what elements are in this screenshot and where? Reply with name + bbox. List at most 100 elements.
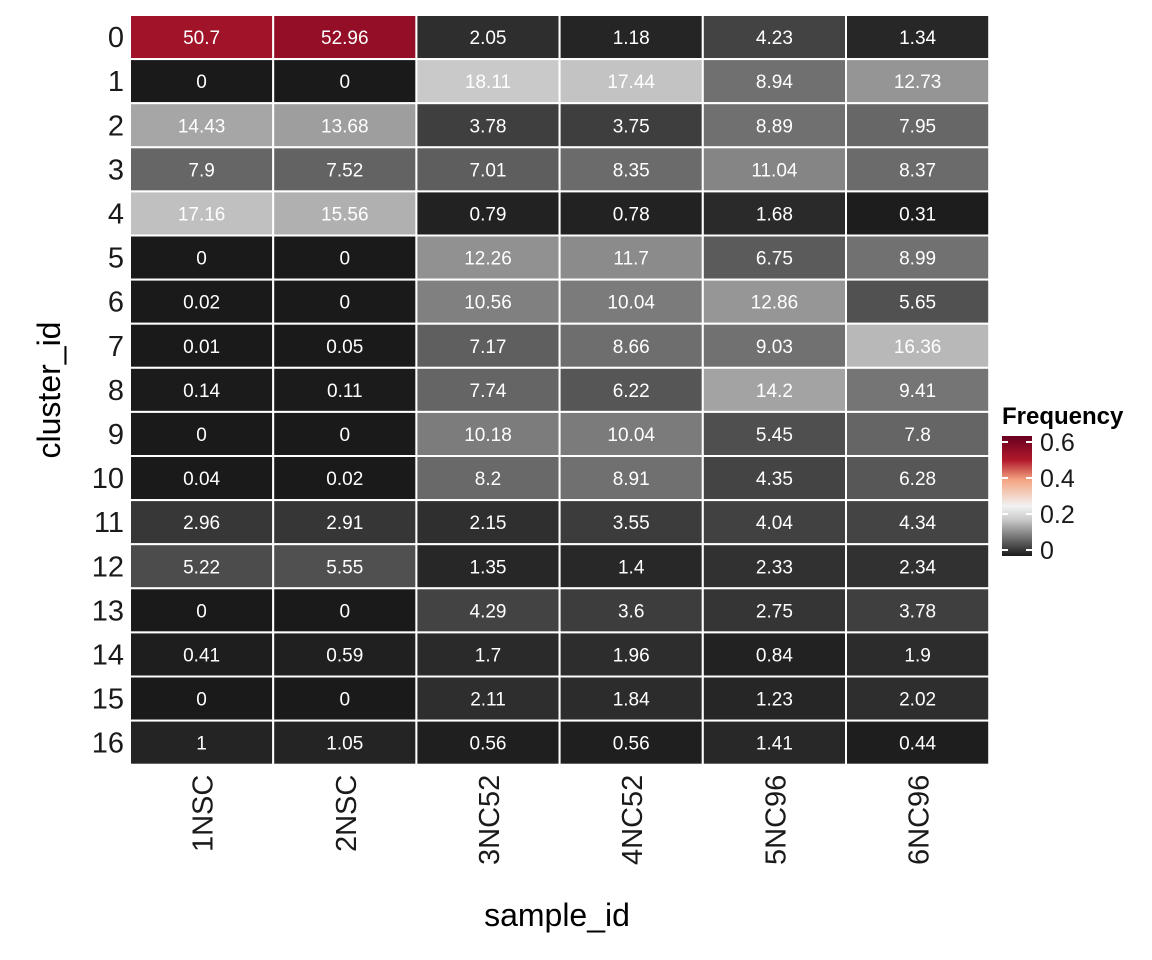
legend-tick-label: 0.6 (1040, 429, 1075, 457)
heatmap-cell (558, 543, 704, 590)
heatmap-cell (845, 190, 991, 237)
heatmap-cell (272, 543, 418, 590)
cell-value-label: 0 (196, 72, 207, 93)
heatmap-cell (415, 322, 561, 369)
heatmap-cell (415, 631, 561, 678)
cell-value-label: 4.29 (470, 601, 507, 622)
cell-value-label: 0.11 (327, 381, 363, 402)
cell-value-label: 2.02 (899, 690, 936, 711)
heatmap-cell (272, 366, 418, 413)
cell-value-label: 1.84 (613, 690, 650, 711)
cell-value-label: 0 (340, 690, 351, 711)
heatmap-cell (845, 631, 991, 678)
cell-value-label: 2.11 (470, 690, 506, 711)
cell-value-label: 7.8 (904, 425, 930, 446)
cell-value-label: 0.01 (183, 337, 220, 358)
heatmap-cell (129, 631, 275, 678)
color-legend: Frequency 0 0.2 0.4 0.6 (1002, 403, 1124, 565)
cell-value-label: 0.56 (613, 734, 650, 755)
heatmap-cell (701, 102, 847, 149)
heatmap-cell (129, 455, 275, 502)
heatmap-cell (845, 675, 991, 722)
heatmap-cell (701, 366, 847, 413)
cell-value-label: 7.9 (188, 160, 214, 181)
heatmap-cell (558, 102, 704, 149)
cell-value-label: 12.26 (464, 249, 512, 270)
cell-value-label: 0.59 (326, 645, 363, 666)
cell-value-label: 10.18 (464, 425, 512, 446)
y-tick-label: 11 (94, 507, 124, 539)
cell-value-label: 0 (340, 72, 351, 93)
cell-value-label: 4.34 (899, 513, 936, 534)
cell-value-label: 5.65 (899, 293, 936, 314)
cell-value-label: 14.43 (178, 116, 226, 137)
y-tick-label: 2 (108, 110, 124, 142)
cell-value-label: 52.96 (321, 28, 369, 49)
cell-value-label: 0 (340, 601, 351, 622)
heatmap-cell (129, 543, 275, 590)
heatmap-cell (415, 499, 561, 546)
cell-value-label: 3.6 (618, 601, 644, 622)
heatmap-cell (129, 499, 275, 546)
heatmap-cell (415, 719, 561, 766)
cell-value-label: 0.44 (899, 734, 936, 755)
y-tick-label: 0 (108, 22, 124, 54)
legend-tick-label: 0 (1040, 537, 1054, 565)
heatmap-cell (845, 278, 991, 325)
heatmap-cell (701, 146, 847, 193)
cell-value-label: 7.01 (470, 160, 507, 181)
x-tick-label: 4NC52 (617, 775, 649, 865)
cell-value-label: 1.9 (904, 645, 930, 666)
heatmap-cell (415, 146, 561, 193)
y-tick-label: 13 (92, 595, 124, 627)
heatmap-cell (415, 190, 561, 237)
cell-value-label: 2.15 (470, 513, 507, 534)
heatmap-cell (129, 146, 275, 193)
cell-value-label: 1.34 (899, 28, 936, 49)
heatmap-cell (558, 146, 704, 193)
cell-value-label: 0 (196, 425, 207, 446)
cell-value-label: 10.56 (464, 293, 512, 314)
cell-value-label: 15.56 (321, 204, 369, 225)
cell-value-label: 1.96 (613, 645, 650, 666)
cell-value-label: 0.14 (183, 381, 220, 402)
cell-value-label: 9.41 (899, 381, 936, 402)
heatmap-cell (129, 366, 275, 413)
heatmap-cell (129, 14, 275, 61)
heatmap-cell (845, 543, 991, 590)
heatmap-cell (845, 58, 991, 105)
cell-value-label: 0 (196, 249, 207, 270)
legend-tick-label: 0.2 (1040, 501, 1075, 529)
y-tick-label: 1 (108, 66, 124, 98)
y-tick-label: 5 (108, 243, 124, 275)
cell-value-label: 1.23 (756, 690, 793, 711)
y-tick-label: 14 (92, 639, 124, 671)
cell-value-label: 2.33 (756, 557, 793, 578)
heatmap-cell (845, 719, 991, 766)
cell-value-label: 12.73 (894, 72, 942, 93)
cell-value-label: 0 (340, 425, 351, 446)
cell-value-label: 8.37 (899, 160, 936, 181)
y-tick-label: 4 (108, 198, 124, 230)
cell-value-label: 3.78 (470, 116, 507, 137)
cell-value-label: 4.04 (756, 513, 793, 534)
x-tick-label: 2NSC (331, 775, 363, 852)
cell-value-label: 0 (340, 293, 351, 314)
y-axis-title: cluster_id (31, 322, 67, 459)
cell-value-label: 0.04 (183, 469, 220, 490)
cell-value-label: 11.04 (751, 160, 798, 181)
x-tick-label: 3NC52 (474, 775, 506, 865)
heatmap-cell (272, 58, 418, 105)
heatmap-cell (558, 631, 704, 678)
cell-value-label: 12.86 (751, 293, 799, 314)
heatmap-cell (845, 322, 991, 369)
cell-value-label: 0.79 (470, 204, 507, 225)
cell-value-label: 8.66 (613, 337, 650, 358)
heatmap-cell (272, 410, 418, 457)
cell-value-label: 18.11 (465, 72, 511, 93)
cell-value-label: 3.78 (899, 601, 936, 622)
cell-value-label: 2.96 (183, 513, 220, 534)
y-tick-label: 8 (108, 375, 124, 407)
